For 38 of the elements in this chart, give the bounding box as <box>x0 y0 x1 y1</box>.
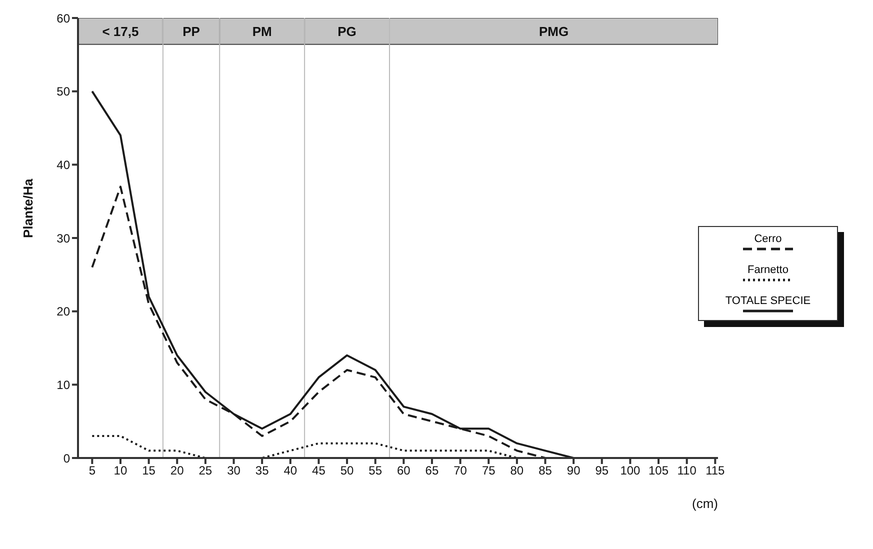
x-tick-label: 50 <box>340 464 354 478</box>
x-tick-label: 110 <box>677 464 697 478</box>
y-tick-label: 0 <box>63 451 70 466</box>
x-tick-label: 115 <box>706 464 726 478</box>
y-tick-label: 40 <box>56 158 70 172</box>
y-axis-title: Plante/Ha <box>20 178 36 238</box>
x-tick-label: 70 <box>454 464 468 478</box>
x-tick-label: 55 <box>368 464 382 478</box>
x-tick-label: 105 <box>648 464 669 478</box>
y-tick-label: 60 <box>56 11 70 26</box>
x-tick-label: 85 <box>538 464 552 478</box>
y-tick-label: 10 <box>56 378 70 392</box>
x-tick-label: 75 <box>482 464 496 478</box>
y-tick-label: 50 <box>56 84 70 99</box>
y-tick-label: 30 <box>56 231 70 246</box>
x-tick-label: 40 <box>284 464 298 478</box>
band-label: PMG <box>538 24 569 39</box>
x-tick-label: 30 <box>227 464 241 478</box>
x-tick-label: 65 <box>425 464 439 478</box>
x-tick-label: 80 <box>510 464 524 478</box>
x-tick-label: 45 <box>312 464 326 478</box>
band-label: < 17,5 <box>102 24 139 39</box>
x-tick-label: 95 <box>595 464 609 478</box>
x-axis-title: (cm) <box>692 496 718 511</box>
x-tick-label: 5 <box>88 464 96 478</box>
x-tick-label: 10 <box>114 464 128 478</box>
x-tick-label: 100 <box>620 464 641 478</box>
band-label: PP <box>182 24 200 39</box>
band-label: PM <box>252 24 272 39</box>
x-tick-label: 35 <box>255 464 270 478</box>
x-tick-label: 15 <box>142 464 156 478</box>
x-tick-label: 20 <box>170 464 184 478</box>
x-tick-label: 25 <box>198 464 212 478</box>
y-tick-label: 20 <box>56 304 70 319</box>
x-tick-label: 60 <box>396 464 411 478</box>
x-tick-label: 90 <box>566 464 581 478</box>
band-label: PG <box>338 24 356 39</box>
legend-box: Cerro Farnetto TOTALE SPECIE <box>698 226 838 320</box>
